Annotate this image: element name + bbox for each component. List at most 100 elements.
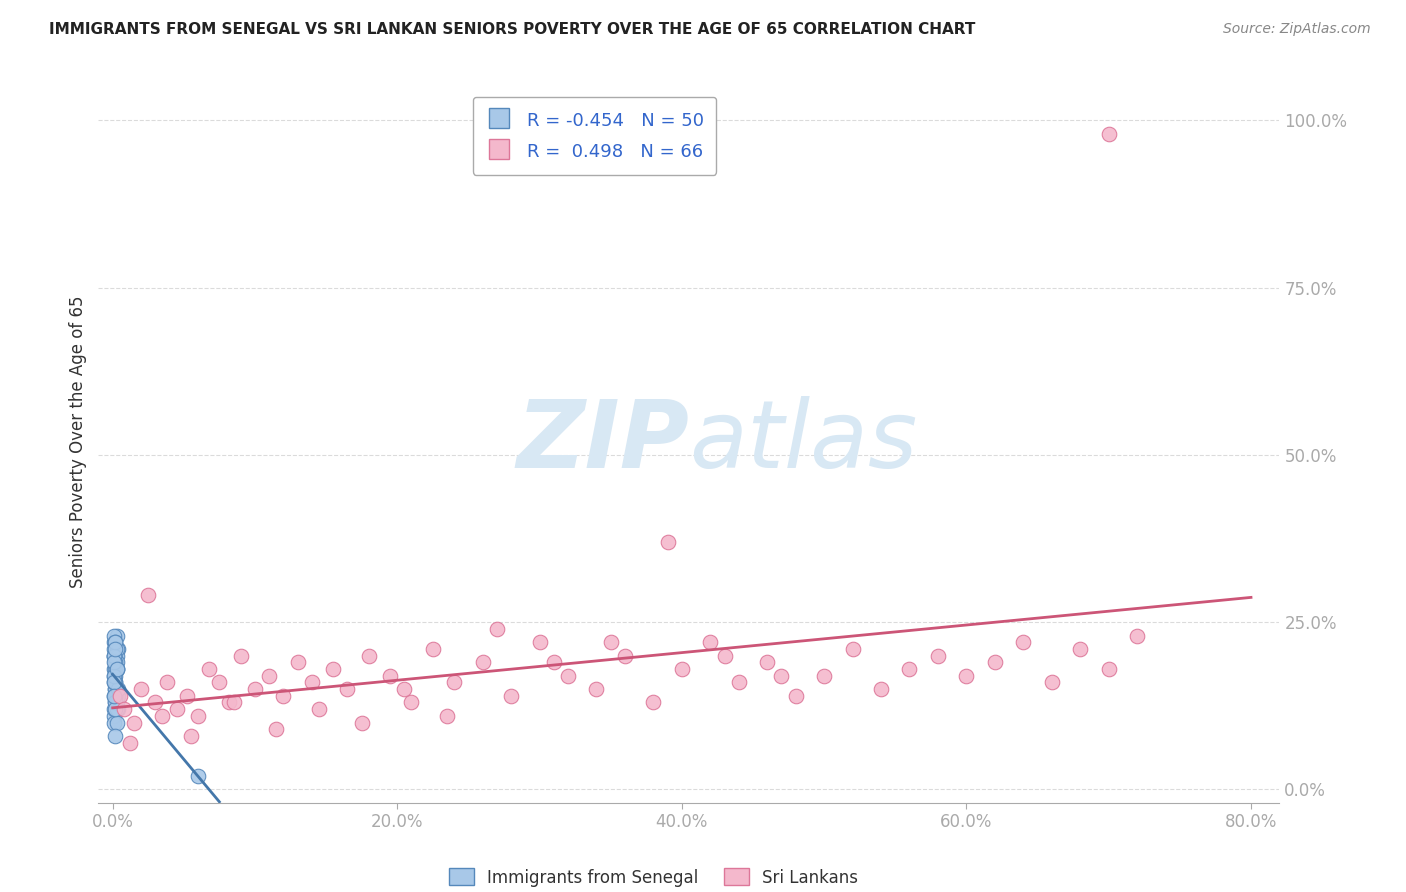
Point [105,662,128,676]
Point [107,689,129,703]
Point [394,682,416,697]
Point [104,696,127,710]
Point [713,648,735,663]
Point [103,702,125,716]
Point [187,769,209,783]
Point [107,682,129,697]
Point [308,702,330,716]
Point [770,669,793,683]
Point [727,675,749,690]
Point [105,628,128,642]
Point [129,682,152,697]
Point [103,715,125,730]
Point [105,689,128,703]
Point [898,662,921,676]
Point [103,689,125,703]
Point [1012,635,1035,649]
Point [107,642,129,657]
Point [443,675,465,690]
Point [208,675,231,690]
Point [104,682,127,697]
Point [105,715,128,730]
Point [112,702,135,716]
Point [103,635,125,649]
Point [105,655,128,669]
Point [322,662,344,676]
Point [152,708,174,723]
Point [813,669,835,683]
Point [1126,628,1149,642]
Point [436,708,458,723]
Text: IMMIGRANTS FROM SENEGAL VS SRI LANKAN SENIORS POVERTY OVER THE AGE OF 65 CORRELA: IMMIGRANTS FROM SENEGAL VS SRI LANKAN SE… [49,22,976,37]
Point [471,655,494,669]
Point [870,682,893,697]
Point [103,708,125,723]
Legend: Immigrants from Senegal, Sri Lankans: Immigrants from Senegal, Sri Lankans [443,862,865,892]
Point [104,648,127,663]
Point [187,708,209,723]
Point [104,635,127,649]
Point [104,729,127,743]
Point [104,655,127,669]
Point [104,702,127,716]
Point [104,655,127,669]
Point [785,689,807,703]
Point [557,669,579,683]
Point [756,655,779,669]
Point [955,669,977,683]
Point [699,635,721,649]
Point [105,648,128,663]
Point [176,689,198,703]
Point [671,662,693,676]
Point [927,648,949,663]
Text: ZIP: ZIP [516,395,689,488]
Point [499,689,522,703]
Point [107,702,129,716]
Point [643,696,665,710]
Text: Source: ZipAtlas.com: Source: ZipAtlas.com [1223,22,1371,37]
Point [103,689,125,703]
Point [103,662,125,676]
Point [103,675,125,690]
Point [180,729,202,743]
Point [103,648,125,663]
Y-axis label: Seniors Poverty Over the Age of 65: Seniors Poverty Over the Age of 65 [69,295,87,588]
Point [357,648,380,663]
Point [103,669,125,683]
Point [336,682,359,697]
Point [218,696,240,710]
Point [198,662,221,676]
Point [1098,127,1121,141]
Point [485,622,508,636]
Point [136,589,159,603]
Point [103,669,125,683]
Point [599,635,621,649]
Point [243,682,266,697]
Point [108,689,131,703]
Point [105,662,128,676]
Point [1098,662,1121,676]
Point [105,642,128,657]
Point [103,648,125,663]
Point [143,696,166,710]
Point [104,642,127,657]
Point [104,635,127,649]
Point [984,655,1007,669]
Point [104,696,127,710]
Point [105,702,128,716]
Point [103,675,125,690]
Point [118,735,141,749]
Point [222,696,245,710]
Point [841,642,863,657]
Point [104,662,127,676]
Point [105,662,128,676]
Point [1069,642,1091,657]
Point [103,642,125,657]
Point [378,669,401,683]
Point [103,628,125,642]
Point [529,635,551,649]
Point [266,723,288,737]
Point [585,682,607,697]
Point [105,696,128,710]
Text: atlas: atlas [689,396,917,487]
